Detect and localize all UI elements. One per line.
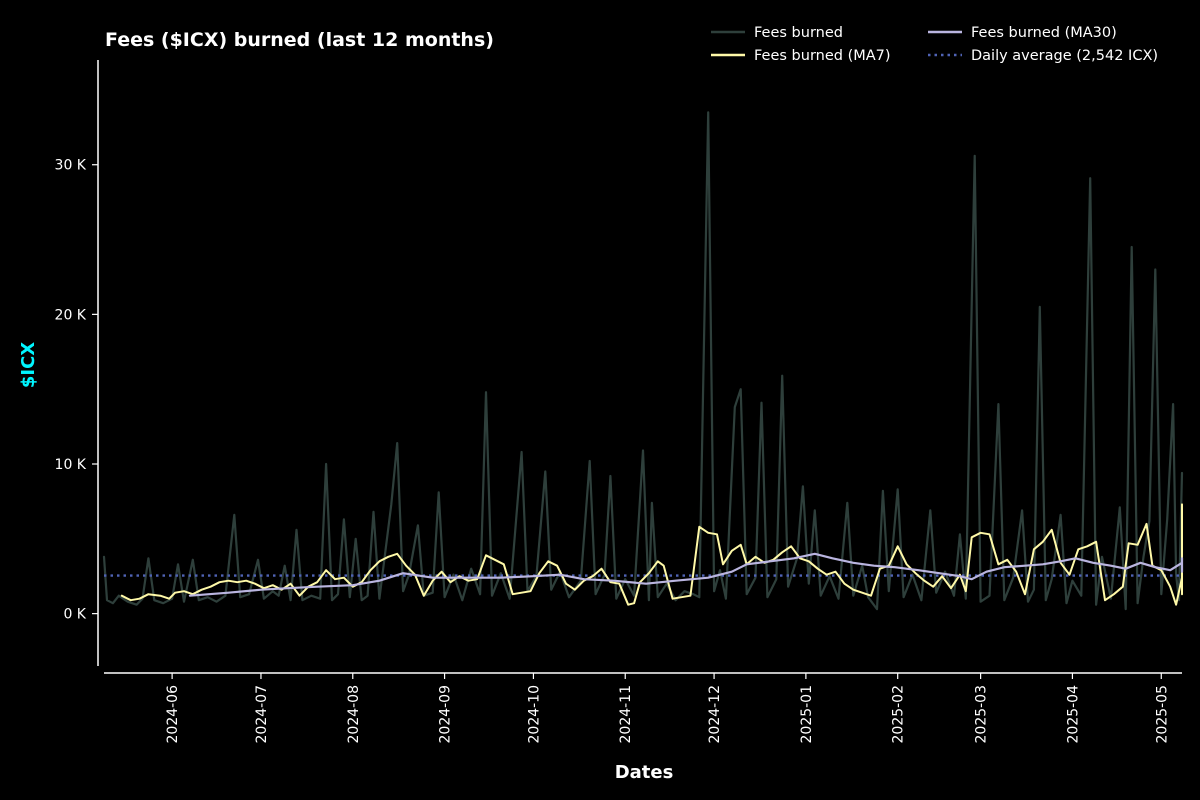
x-axis-title: Dates	[615, 762, 674, 783]
x-tick-label: 2025-03	[974, 685, 990, 744]
y-tick-label: 30 K	[55, 158, 87, 174]
x-tick-label: 2025-05	[1154, 685, 1170, 744]
y-tick-label: 10 K	[55, 457, 87, 473]
x-tick-label: 2024-08	[346, 685, 362, 744]
y-tick-label: 0 K	[63, 607, 86, 623]
x-tick-label: 2024-12	[707, 685, 723, 744]
x-axis-ticks: 2024-06 2024-07 2024-08 2024-09 2024-10 2024-…	[165, 673, 1170, 744]
x-tick-label: 2024-09	[438, 685, 454, 744]
series-layer	[102, 111, 1184, 611]
x-tick-label: 2024-06	[165, 685, 181, 744]
y-axis-title: $ICX	[18, 342, 39, 388]
legend-label-ma30: Fees burned (MA30)	[971, 25, 1117, 41]
x-tick-label: 2024-07	[254, 685, 270, 744]
series-line-ma30	[188, 552, 1184, 597]
y-axis-ticks: 0 K 10 K 20 K 30 K	[55, 158, 98, 623]
y-tick-label: 20 K	[55, 307, 87, 323]
x-tick-label: 2024-10	[526, 685, 542, 744]
x-tick-label: 2025-02	[891, 685, 907, 744]
series-line-ma7	[120, 503, 1183, 606]
legend: Fees burned Fees burned (MA7) Fees burne…	[711, 25, 1158, 64]
x-tick-label: 2024-11	[618, 685, 634, 744]
legend-label-daily-average: Daily average (2,542 ICX)	[971, 48, 1158, 64]
x-tick-label: 2025-01	[799, 685, 815, 744]
legend-label-ma7: Fees burned (MA7)	[754, 48, 891, 64]
x-tick-label: 2025-04	[1065, 685, 1081, 744]
chart-title: Fees ($ICX) burned (last 12 months)	[105, 29, 494, 51]
legend-label-fees-burned: Fees burned	[754, 25, 843, 41]
